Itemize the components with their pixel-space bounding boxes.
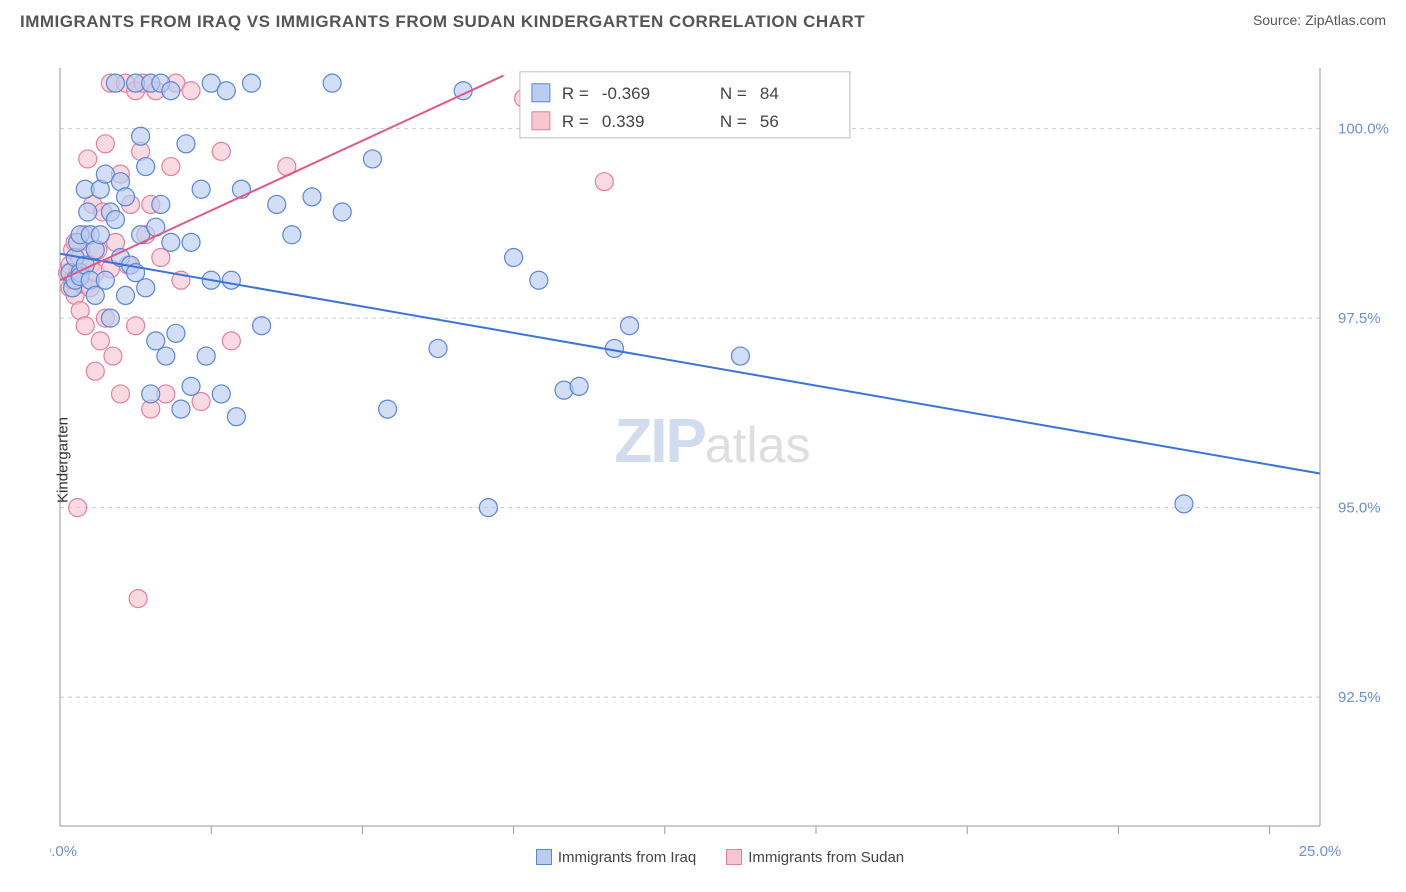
data-point [212, 142, 230, 160]
data-point [111, 385, 129, 403]
data-point [129, 590, 147, 608]
legend-n-label: N = [720, 112, 747, 131]
data-point [283, 226, 301, 244]
legend-swatch [532, 112, 550, 130]
bottom-legend: Immigrants from Iraq Immigrants from Suda… [50, 849, 1390, 866]
legend-item: Immigrants from Iraq [536, 849, 696, 866]
data-point [243, 74, 261, 92]
data-point [127, 317, 145, 335]
legend-r-value: -0.369 [602, 84, 650, 103]
data-point [147, 332, 165, 350]
data-point [86, 286, 104, 304]
legend-r-label: R = [562, 84, 589, 103]
scatter-chart: 92.5%95.0%97.5%100.0%0.0%25.0%ZIPatlasR … [50, 50, 1390, 870]
data-point [227, 408, 245, 426]
data-point [1175, 495, 1193, 513]
data-point [117, 188, 135, 206]
y-tick-label: 100.0% [1338, 121, 1389, 138]
watermark: ZIPatlas [614, 407, 810, 476]
legend-swatch [726, 849, 742, 865]
legend-label: Immigrants from Sudan [748, 849, 904, 866]
data-point [117, 286, 135, 304]
data-point [79, 150, 97, 168]
data-point [101, 309, 119, 327]
data-point [162, 233, 180, 251]
legend-n-label: N = [720, 84, 747, 103]
data-point [167, 324, 185, 342]
y-axis-label: Kindergarten [54, 417, 71, 503]
legend-swatch [536, 849, 552, 865]
data-point [157, 347, 175, 365]
data-point [222, 332, 240, 350]
data-point [162, 158, 180, 176]
data-point [595, 173, 613, 191]
data-point [192, 180, 210, 198]
data-point [323, 74, 341, 92]
legend-r-value: 0.339 [602, 112, 645, 131]
data-point [212, 385, 230, 403]
data-point [106, 211, 124, 229]
data-point [96, 271, 114, 289]
data-point [731, 347, 749, 365]
legend-n-value: 56 [760, 112, 779, 131]
y-tick-label: 97.5% [1338, 310, 1381, 327]
data-point [76, 317, 94, 335]
data-point [505, 249, 523, 267]
data-point [268, 195, 286, 213]
legend-r-label: R = [562, 112, 589, 131]
legend-swatch [532, 84, 550, 102]
data-point [197, 347, 215, 365]
data-point [182, 377, 200, 395]
data-point [96, 135, 114, 153]
y-tick-label: 92.5% [1338, 689, 1381, 706]
source-label: Source: ZipAtlas.com [1253, 12, 1386, 28]
data-point [177, 135, 195, 153]
data-point [79, 203, 97, 221]
legend-label: Immigrants from Iraq [558, 849, 696, 866]
data-point [182, 233, 200, 251]
data-point [621, 317, 639, 335]
data-point [429, 339, 447, 357]
legend-item: Immigrants from Sudan [726, 849, 904, 866]
data-point [104, 347, 122, 365]
data-point [217, 82, 235, 100]
data-point [253, 317, 271, 335]
chart-container: Kindergarten 92.5%95.0%97.5%100.0%0.0%25… [50, 50, 1390, 870]
data-point [91, 226, 109, 244]
data-point [152, 249, 170, 267]
data-point [86, 362, 104, 380]
data-point [192, 393, 210, 411]
data-point [222, 271, 240, 289]
data-point [182, 82, 200, 100]
data-point [142, 385, 160, 403]
data-point [106, 74, 124, 92]
data-point [570, 377, 588, 395]
data-point [172, 400, 190, 418]
data-point [303, 188, 321, 206]
chart-title: IMMIGRANTS FROM IRAQ VS IMMIGRANTS FROM … [20, 12, 865, 32]
data-point [363, 150, 381, 168]
y-tick-label: 95.0% [1338, 500, 1381, 517]
data-point [379, 400, 397, 418]
data-point [132, 127, 150, 145]
data-point [137, 279, 155, 297]
data-point [333, 203, 351, 221]
data-point [152, 195, 170, 213]
data-point [479, 499, 497, 517]
legend-n-value: 84 [760, 84, 779, 103]
data-point [137, 158, 155, 176]
data-point [91, 332, 109, 350]
data-point [162, 82, 180, 100]
data-point [530, 271, 548, 289]
